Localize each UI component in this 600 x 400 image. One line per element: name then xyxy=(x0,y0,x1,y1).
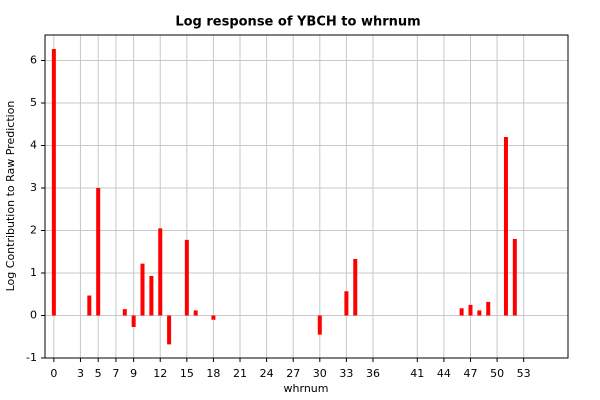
x-tick-label: 5 xyxy=(95,367,102,380)
bar xyxy=(503,137,508,316)
x-tick-label: 47 xyxy=(463,367,477,380)
x-tick-label: 36 xyxy=(366,367,380,380)
bar xyxy=(512,239,517,316)
plot-frame xyxy=(44,34,569,359)
y-tick-label: 3 xyxy=(30,181,37,194)
x-tick-label: 24 xyxy=(260,367,274,380)
bar xyxy=(211,315,216,320)
x-tick-label: 18 xyxy=(206,367,220,380)
chart-title: Log response of YBCH to whrnum xyxy=(175,15,420,30)
x-tick-label: 33 xyxy=(339,367,353,380)
bar xyxy=(468,304,473,316)
bar xyxy=(477,310,482,316)
bar xyxy=(353,258,358,316)
y-axis-label: Log Contribution to Raw Prediction xyxy=(4,101,17,292)
x-tick-label: 3 xyxy=(77,367,84,380)
bar xyxy=(96,188,101,316)
x-tick-label: 27 xyxy=(286,367,300,380)
y-tick-label: -1 xyxy=(26,351,37,364)
x-tick-label: 53 xyxy=(517,367,531,380)
y-tick-label: 1 xyxy=(30,266,37,279)
y-tick-label: 0 xyxy=(30,309,37,322)
x-axis-label: whrnum xyxy=(284,382,329,395)
bar xyxy=(344,291,349,316)
x-tick-label: 9 xyxy=(130,367,137,380)
bar xyxy=(193,310,198,316)
x-tick-label: 12 xyxy=(153,367,167,380)
y-tick-label: 6 xyxy=(30,54,37,67)
bar xyxy=(184,239,189,316)
bar xyxy=(459,308,464,316)
bar xyxy=(317,315,322,335)
bar xyxy=(51,49,56,316)
x-tick-label: 0 xyxy=(50,367,57,380)
plot xyxy=(51,49,517,345)
bar xyxy=(149,275,154,316)
y-tick-label: 5 xyxy=(30,96,37,109)
x-tick-label: 41 xyxy=(410,367,424,380)
x-tick-label: 15 xyxy=(180,367,194,380)
bar xyxy=(486,301,491,316)
x-tick-label: 50 xyxy=(490,367,504,380)
bar xyxy=(140,263,145,316)
bar xyxy=(122,309,127,316)
x-tick-label: 44 xyxy=(437,367,451,380)
bar xyxy=(158,228,163,316)
x-tick-label: 30 xyxy=(313,367,327,380)
bar xyxy=(87,295,92,316)
bar xyxy=(131,315,136,327)
x-tick-label: 7 xyxy=(112,367,119,380)
bar xyxy=(167,315,172,345)
y-tick-label: 2 xyxy=(30,224,37,237)
y-tick-label: 4 xyxy=(30,139,37,152)
x-tick-label: 21 xyxy=(233,367,247,380)
